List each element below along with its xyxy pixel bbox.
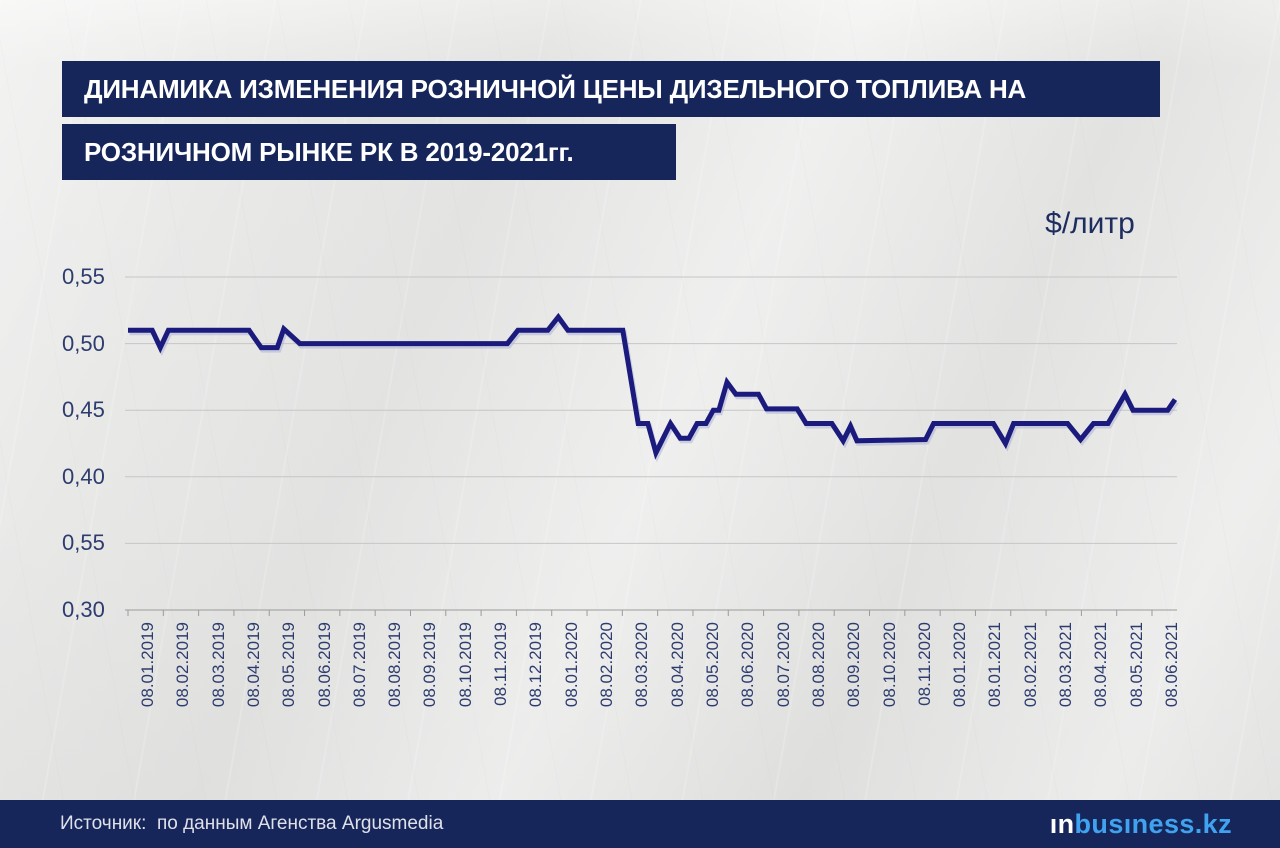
y-tick-label: 0,55 <box>62 530 105 556</box>
x-tick-label: 08.02.2019 <box>173 622 193 708</box>
y-tick-label: 0,50 <box>62 330 105 356</box>
x-tick-label: 08.09.2019 <box>420 622 440 708</box>
x-tick-label: 08.07.2020 <box>773 622 793 708</box>
source-text: Источник: по данным Агенства Argusmedia <box>60 813 444 834</box>
x-tick-label: 08.05.2020 <box>702 622 722 708</box>
price-line <box>128 312 1178 460</box>
x-tick-label: 08.03.2020 <box>632 622 652 708</box>
x-tick-label: 08.06.2021 <box>1162 622 1181 708</box>
x-tick-label: 08.05.2021 <box>1126 622 1146 708</box>
x-tick-label: 08.07.2019 <box>349 622 369 708</box>
x-tick-label: 08.02.2020 <box>597 622 617 708</box>
x-tick-label: 08.08.2020 <box>808 622 828 708</box>
y-tick-label: 0,30 <box>62 597 105 622</box>
x-tick-label: 08.11.2019 <box>491 622 511 706</box>
x-tick-label: 08.01.2021 <box>985 622 1005 708</box>
y-axis-unit-label: $/литр <box>1045 207 1135 240</box>
x-tick-label: 08.12.2019 <box>526 622 546 708</box>
x-tick-label: 08.06.2019 <box>314 622 334 708</box>
x-tick-label: 08.09.2020 <box>844 622 864 708</box>
y-tick-label: 0,55 <box>62 264 105 289</box>
x-tick-label: 08.03.2021 <box>1056 622 1076 708</box>
title-bar-line1: ДИНАМИКА ИЗМЕНЕНИЯ РОЗНИЧНОЙ ЦЕНЫ ДИЗЕЛЬ… <box>62 61 1160 117</box>
logo-part-business-kz: busıness.kz <box>1074 809 1232 839</box>
x-tick-label: 08.04.2020 <box>667 622 687 708</box>
page-title-line2: РОЗНИЧНОМ РЫНКЕ РК В 2019-2021гг. <box>84 136 574 167</box>
x-tick-label: 08.06.2020 <box>738 622 758 708</box>
x-tick-label: 08.01.2020 <box>561 622 581 708</box>
footer-bar: Источник: по данным Агенства Argusmedia … <box>0 800 1280 848</box>
y-tick-label: 0,40 <box>62 463 105 489</box>
x-tick-label: 08.10.2020 <box>879 622 899 708</box>
x-tick-label: 08.01.2019 <box>138 622 157 708</box>
page-title-line1: ДИНАМИКА ИЗМЕНЕНИЯ РОЗНИЧНОЙ ЦЕНЫ ДИЗЕЛЬ… <box>84 73 1027 104</box>
x-tick-label: 08.05.2019 <box>279 622 299 708</box>
x-tick-label: 08.03.2019 <box>208 622 228 708</box>
x-tick-label: 08.11.2020 <box>914 622 934 706</box>
x-tick-label: 08.04.2021 <box>1091 622 1111 708</box>
x-tick-label: 08.02.2021 <box>1020 622 1040 708</box>
logo-part-in: ın <box>1049 809 1075 839</box>
x-tick-label: 08.04.2019 <box>243 622 263 708</box>
y-tick-label: 0,45 <box>62 397 105 423</box>
x-tick-label: 08.01.2020 <box>950 622 970 708</box>
x-tick-label: 08.10.2019 <box>455 622 475 708</box>
inbusiness-logo: ınbusıness.kz <box>1050 800 1232 848</box>
title-bar-line2: РОЗНИЧНОМ РЫНКЕ РК В 2019-2021гг. <box>62 124 676 180</box>
x-tick-label: 08.08.2019 <box>385 622 405 708</box>
